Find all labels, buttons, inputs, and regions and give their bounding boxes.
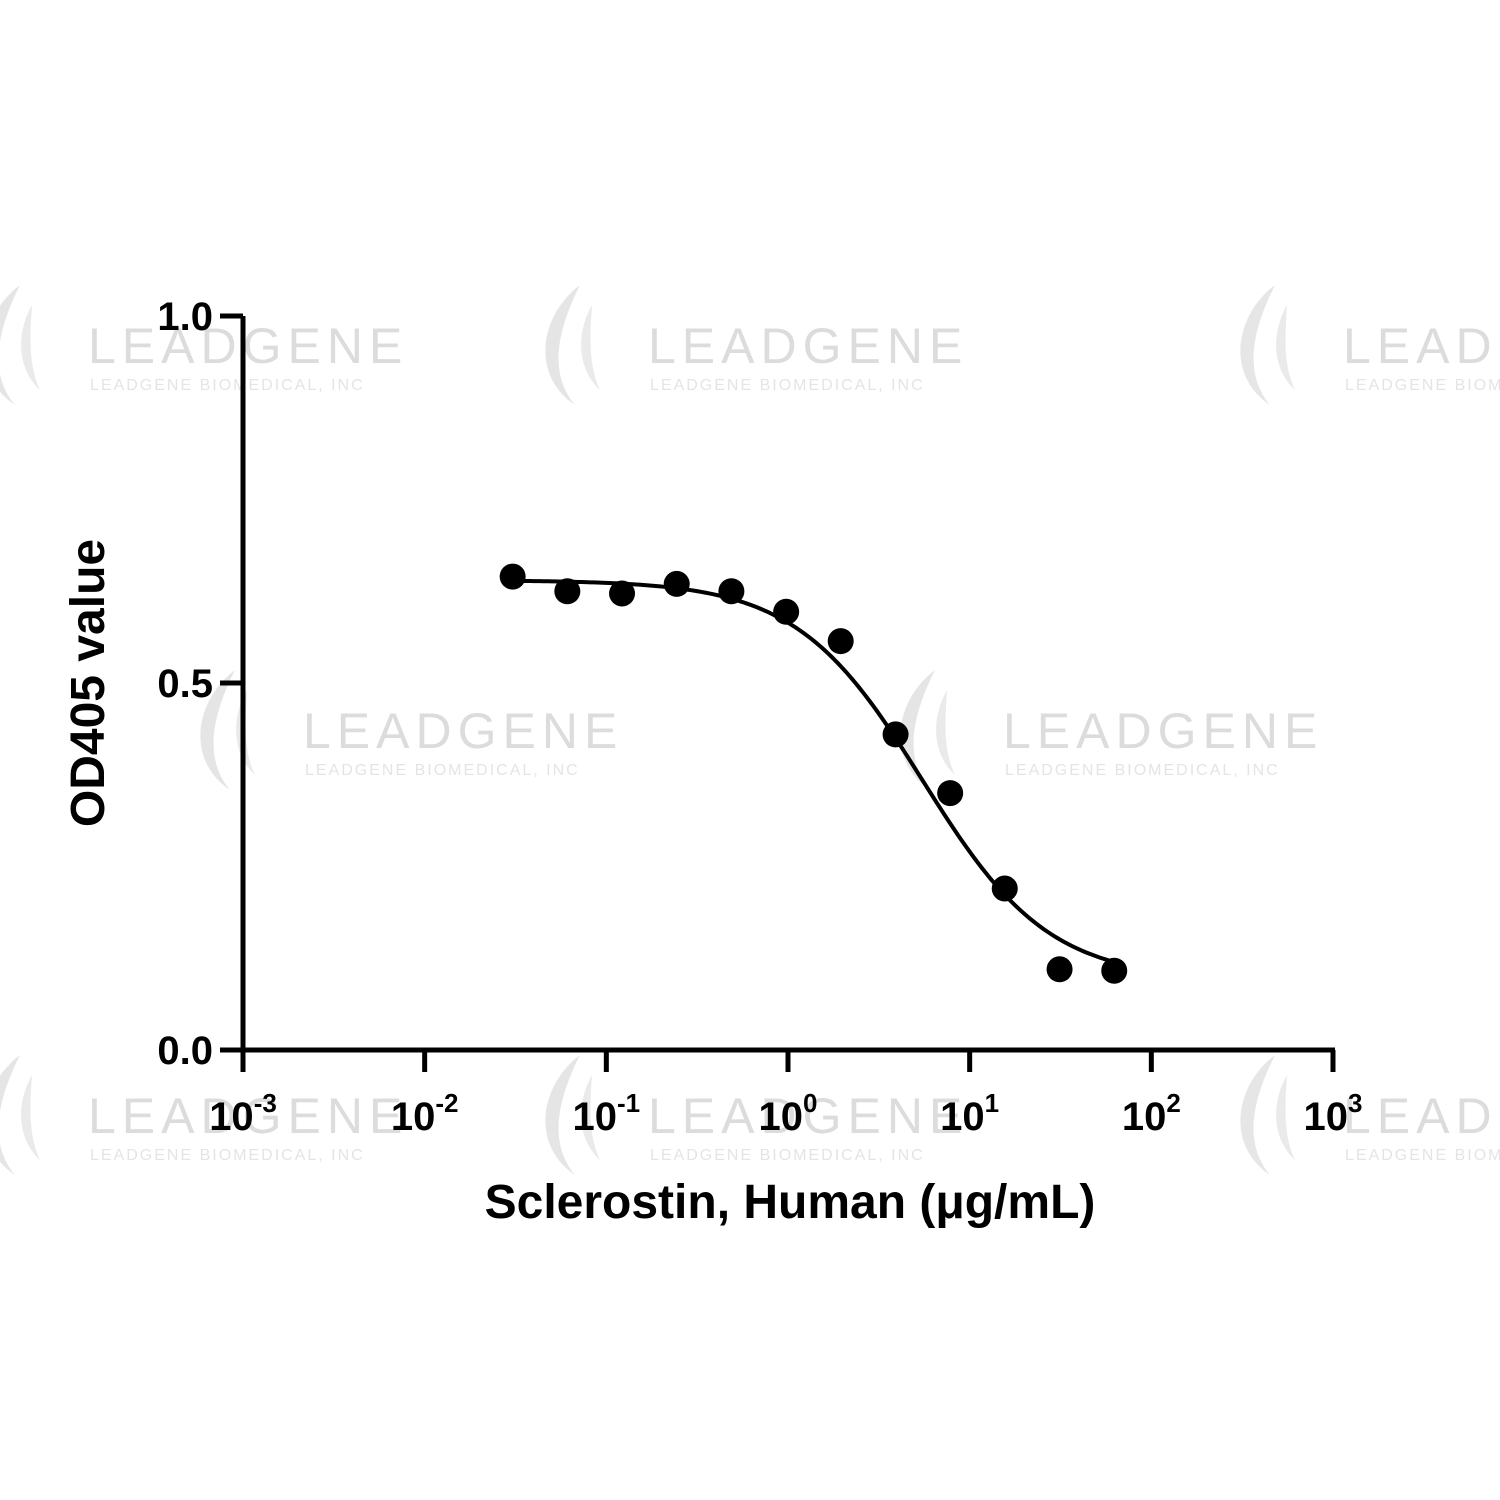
fit-curve-layer — [512, 578, 1115, 964]
watermark-logo: LEADGENE LEADGENE BIOMEDICAL, INC — [1240, 1055, 1500, 1175]
y-tick-label: 1.0 — [157, 295, 213, 339]
data-point — [718, 578, 745, 605]
data-point — [882, 721, 909, 748]
data-point — [937, 780, 964, 807]
x-tick-label: 103 — [1304, 1088, 1363, 1139]
leaf-icon — [0, 285, 20, 405]
data-point — [827, 628, 854, 655]
leaf-icon — [1276, 305, 1295, 390]
watermark-brand: LEADGENE — [303, 703, 623, 759]
watermark-logo: LEADGENE LEADGENE BIOMEDICAL, INC — [545, 285, 968, 405]
watermark-brand: LEADGENE — [648, 1088, 968, 1144]
x-tick-label: 10-3 — [209, 1088, 277, 1139]
watermark-company: LEADGENE BIOMEDICAL, INC — [1345, 1147, 1500, 1164]
leaf-icon — [545, 285, 580, 405]
watermark-brand: LEADGENE — [648, 318, 968, 374]
watermark-logo: LEADGENE LEADGENE BIOMEDICAL, INC — [200, 670, 623, 790]
watermark-company: LEADGENE BIOMEDICAL, INC — [90, 1147, 365, 1164]
leaf-icon — [1240, 285, 1275, 405]
watermark-brand: LEADGENE — [88, 318, 408, 374]
watermark-logo: LEADGENE LEADGENE BIOMEDICAL, INC — [545, 1055, 968, 1175]
leaf-icon — [1276, 1075, 1295, 1160]
leaf-icon — [0, 1055, 20, 1175]
y-tick-label: 0.5 — [157, 662, 213, 706]
watermark-brand: LEADGENE — [1343, 1088, 1500, 1144]
y-tick-label: 0.0 — [157, 1029, 213, 1073]
data-point — [773, 598, 800, 625]
data-point — [554, 578, 581, 605]
watermark-brand: LEADGENE — [1003, 703, 1323, 759]
watermark-brand: LEADGENE — [88, 1088, 408, 1144]
data-points — [499, 563, 1128, 984]
x-tick-label: 100 — [759, 1088, 818, 1139]
watermark-company: LEADGENE BIOMEDICAL, INC — [90, 377, 365, 394]
watermark-brand: LEADGENE — [1343, 318, 1500, 374]
leaf-icon — [936, 690, 955, 775]
leaf-icon — [21, 305, 40, 390]
data-point — [991, 875, 1018, 902]
leaf-icon — [545, 1055, 580, 1175]
x-tick-label: 102 — [1122, 1088, 1181, 1139]
watermark-company: LEADGENE BIOMEDICAL, INC — [1005, 762, 1280, 779]
watermark-company: LEADGENE BIOMEDICAL, INC — [1345, 377, 1500, 394]
watermark-logo: LEADGENE LEADGENE BIOMEDICAL, INC — [1240, 285, 1500, 405]
leaf-icon — [21, 1075, 40, 1160]
data-point — [1046, 956, 1073, 983]
data-point — [1101, 957, 1128, 984]
watermark-logo: LEADGENE LEADGENE BIOMEDICAL, INC — [900, 670, 1323, 790]
x-tick-label: 101 — [940, 1088, 999, 1139]
axis-labels: Sclerostin, Human (μg/mL) OD405 value — [62, 539, 1095, 1229]
axes: 0.0 0.5 1.0 10-3 10-2 10-1 100 101 102 103 — [157, 295, 1362, 1139]
watermark-company: LEADGENE BIOMEDICAL, INC — [650, 377, 925, 394]
leaf-icon — [1240, 1055, 1275, 1175]
fit-curve — [512, 578, 1115, 964]
data-point — [609, 580, 636, 607]
leaf-icon — [581, 305, 600, 390]
x-tick-label: 10-2 — [391, 1088, 459, 1139]
leaf-icon — [200, 670, 235, 790]
x-axis-title: Sclerostin, Human (μg/mL) — [485, 1176, 1096, 1229]
watermark-company: LEADGENE BIOMEDICAL, INC — [650, 1147, 925, 1164]
leaf-icon — [236, 690, 255, 775]
y-axis-title: OD405 value — [62, 539, 115, 827]
data-point — [663, 570, 690, 597]
watermark-company: LEADGENE BIOMEDICAL, INC — [305, 762, 580, 779]
x-tick-label: 10-1 — [573, 1088, 641, 1139]
watermark-logo: LEADGENE LEADGENE BIOMEDICAL, INC — [0, 1055, 408, 1175]
leaf-icon — [581, 1075, 600, 1160]
data-point — [499, 563, 526, 590]
